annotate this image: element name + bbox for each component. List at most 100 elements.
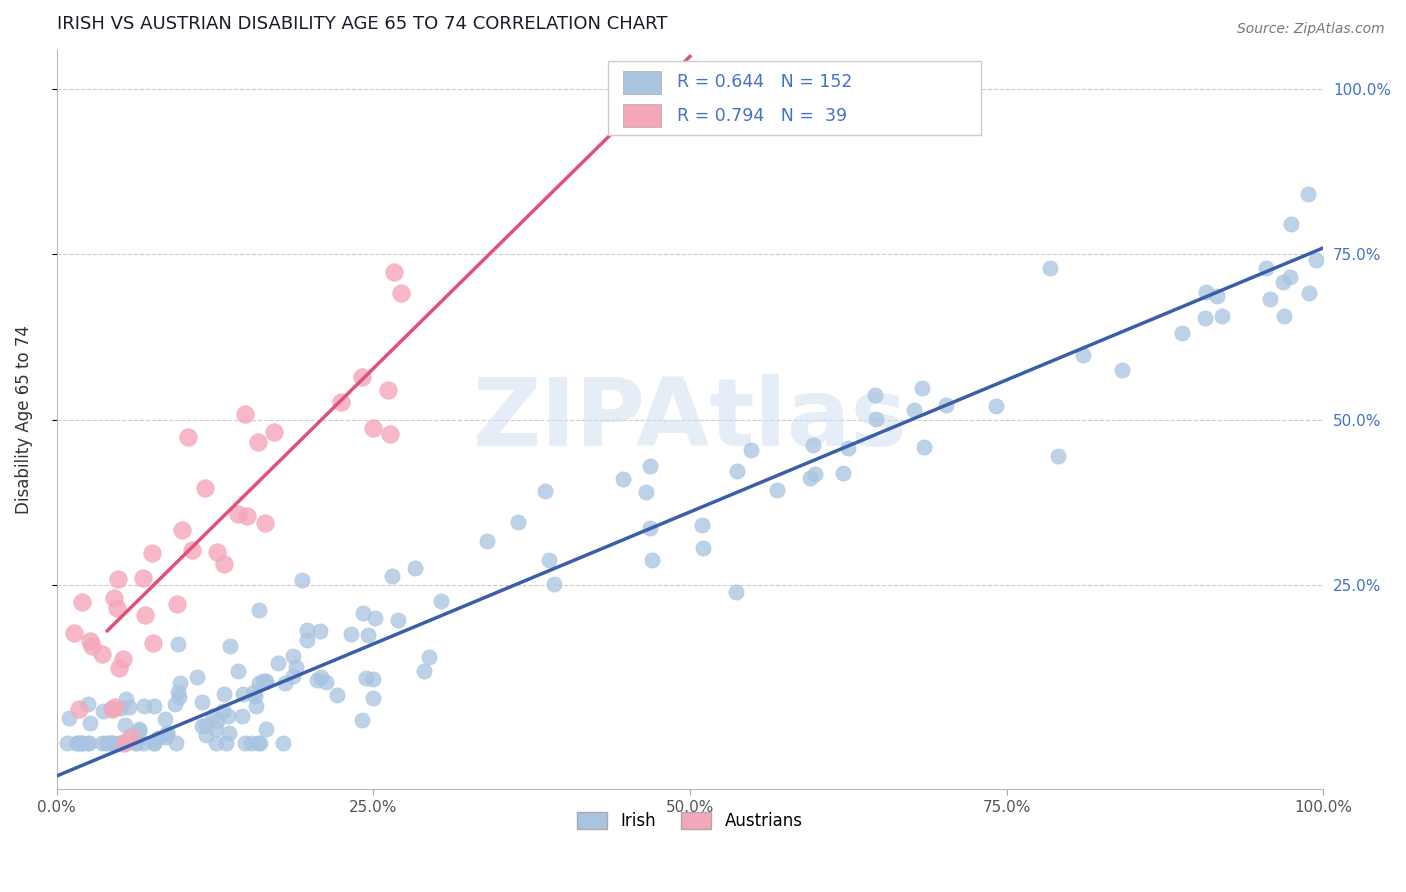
FancyBboxPatch shape bbox=[623, 70, 661, 95]
Point bbox=[378, 426, 401, 441]
Point bbox=[91, 704, 114, 718]
Point bbox=[274, 675, 297, 690]
Point bbox=[740, 443, 762, 458]
Point bbox=[307, 673, 329, 687]
Point bbox=[534, 484, 557, 499]
Point bbox=[291, 573, 314, 587]
Point bbox=[984, 399, 1007, 413]
Point bbox=[766, 483, 789, 497]
Point bbox=[935, 399, 957, 413]
Point bbox=[263, 425, 285, 439]
Point bbox=[271, 736, 294, 750]
Point bbox=[77, 697, 100, 711]
Point bbox=[506, 516, 529, 530]
Point bbox=[1171, 326, 1194, 341]
Point bbox=[127, 736, 149, 750]
Point bbox=[134, 608, 156, 623]
Point bbox=[112, 736, 135, 750]
Point bbox=[692, 541, 714, 556]
Point bbox=[170, 524, 193, 538]
FancyBboxPatch shape bbox=[623, 103, 661, 128]
Y-axis label: Disability Age 65 to 74: Disability Age 65 to 74 bbox=[15, 325, 32, 514]
Point bbox=[309, 624, 332, 639]
Point bbox=[166, 685, 188, 699]
Point bbox=[246, 435, 269, 450]
Point bbox=[309, 670, 332, 684]
Point bbox=[254, 675, 277, 690]
Point bbox=[1111, 363, 1133, 377]
Point bbox=[228, 664, 250, 678]
Point bbox=[404, 561, 426, 575]
Point bbox=[163, 697, 186, 711]
Point bbox=[803, 467, 825, 482]
Point bbox=[1046, 449, 1069, 463]
Point bbox=[114, 718, 136, 732]
Point bbox=[612, 472, 634, 486]
Point bbox=[330, 394, 353, 409]
Point bbox=[94, 736, 117, 750]
Point bbox=[252, 673, 274, 688]
Point bbox=[799, 471, 821, 485]
Point bbox=[357, 628, 380, 642]
Point bbox=[1039, 260, 1062, 275]
Point bbox=[202, 709, 225, 723]
Point bbox=[724, 585, 747, 599]
Point bbox=[865, 412, 887, 426]
Point bbox=[180, 543, 202, 558]
Point bbox=[267, 657, 290, 671]
Point bbox=[205, 714, 228, 729]
Point bbox=[912, 440, 935, 454]
Point bbox=[66, 736, 89, 750]
Point bbox=[1195, 285, 1218, 299]
Point bbox=[191, 695, 214, 709]
Point bbox=[215, 736, 238, 750]
Point bbox=[232, 687, 254, 701]
Point bbox=[361, 672, 384, 686]
Point bbox=[104, 700, 127, 714]
Point bbox=[101, 702, 124, 716]
Point bbox=[205, 736, 228, 750]
Point bbox=[156, 726, 179, 740]
Point bbox=[155, 726, 177, 740]
Point bbox=[254, 723, 277, 737]
Point bbox=[219, 640, 242, 654]
Point bbox=[132, 570, 155, 584]
Point bbox=[418, 649, 440, 664]
Point bbox=[832, 466, 855, 480]
Point bbox=[363, 610, 385, 624]
Point bbox=[77, 736, 100, 750]
Point bbox=[108, 736, 131, 750]
Point bbox=[1298, 285, 1320, 300]
Point bbox=[413, 665, 436, 679]
Point bbox=[56, 736, 79, 750]
Point bbox=[186, 670, 208, 684]
Point bbox=[117, 732, 139, 747]
Point bbox=[1279, 269, 1302, 284]
Point bbox=[350, 370, 373, 384]
Point bbox=[107, 572, 129, 586]
Point bbox=[247, 603, 270, 617]
Point bbox=[169, 690, 191, 704]
Point bbox=[381, 569, 404, 583]
Point bbox=[212, 704, 235, 718]
Point bbox=[58, 711, 80, 725]
Point bbox=[228, 507, 250, 521]
Point bbox=[690, 517, 713, 532]
Point bbox=[67, 702, 90, 716]
Point bbox=[166, 597, 188, 611]
Point bbox=[538, 553, 561, 567]
Point bbox=[112, 652, 135, 666]
Point bbox=[429, 594, 451, 608]
Point bbox=[212, 557, 235, 571]
Point bbox=[100, 702, 122, 716]
Point bbox=[100, 736, 122, 750]
Point bbox=[80, 639, 103, 653]
Point bbox=[205, 545, 228, 559]
Point bbox=[114, 736, 136, 750]
Point bbox=[231, 709, 253, 723]
Point bbox=[124, 736, 146, 750]
Point bbox=[281, 669, 304, 683]
Point bbox=[477, 534, 499, 549]
Point bbox=[387, 613, 409, 627]
Point bbox=[77, 736, 100, 750]
